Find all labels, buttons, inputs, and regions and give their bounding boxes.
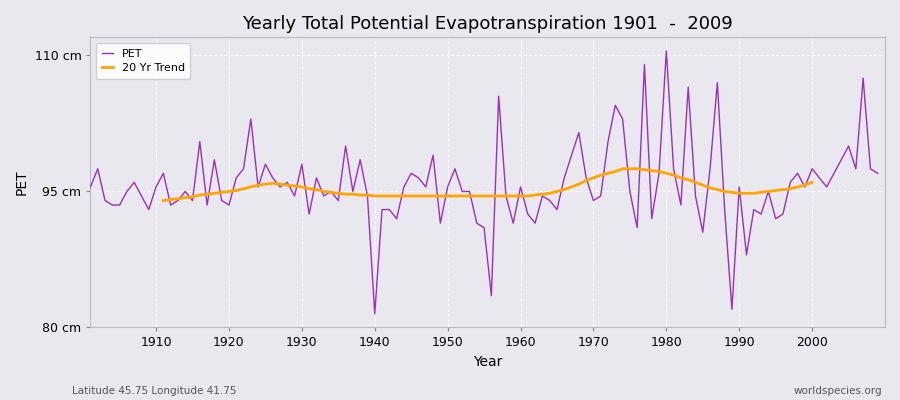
PET bbox=[661, 48, 671, 53]
20 Yr Trend bbox=[719, 189, 730, 194]
20 Yr Trend bbox=[806, 180, 817, 185]
Text: worldspecies.org: worldspecies.org bbox=[794, 386, 882, 396]
PET bbox=[303, 212, 314, 216]
Title: Yearly Total Potential Evapotranspiration 1901  -  2009: Yearly Total Potential Evapotranspiratio… bbox=[242, 15, 734, 33]
PET bbox=[522, 212, 533, 216]
PET bbox=[347, 189, 358, 194]
20 Yr Trend bbox=[785, 186, 796, 191]
20 Yr Trend bbox=[617, 166, 628, 171]
20 Yr Trend bbox=[355, 193, 365, 198]
PET bbox=[143, 207, 154, 212]
PET bbox=[86, 184, 96, 189]
PET bbox=[369, 312, 380, 316]
Legend: PET, 20 Yr Trend: PET, 20 Yr Trend bbox=[96, 43, 190, 79]
20 Yr Trend bbox=[705, 186, 716, 190]
PET bbox=[610, 103, 621, 108]
Text: Latitude 45.75 Longitude 41.75: Latitude 45.75 Longitude 41.75 bbox=[72, 386, 237, 396]
20 Yr Trend bbox=[610, 169, 621, 174]
Line: PET: PET bbox=[91, 51, 878, 314]
Line: 20 Yr Trend: 20 Yr Trend bbox=[164, 169, 812, 200]
PET bbox=[515, 184, 526, 189]
20 Yr Trend bbox=[158, 198, 169, 203]
Y-axis label: PET: PET bbox=[15, 170, 29, 195]
20 Yr Trend bbox=[246, 184, 256, 189]
X-axis label: Year: Year bbox=[473, 355, 502, 369]
PET bbox=[872, 171, 883, 176]
